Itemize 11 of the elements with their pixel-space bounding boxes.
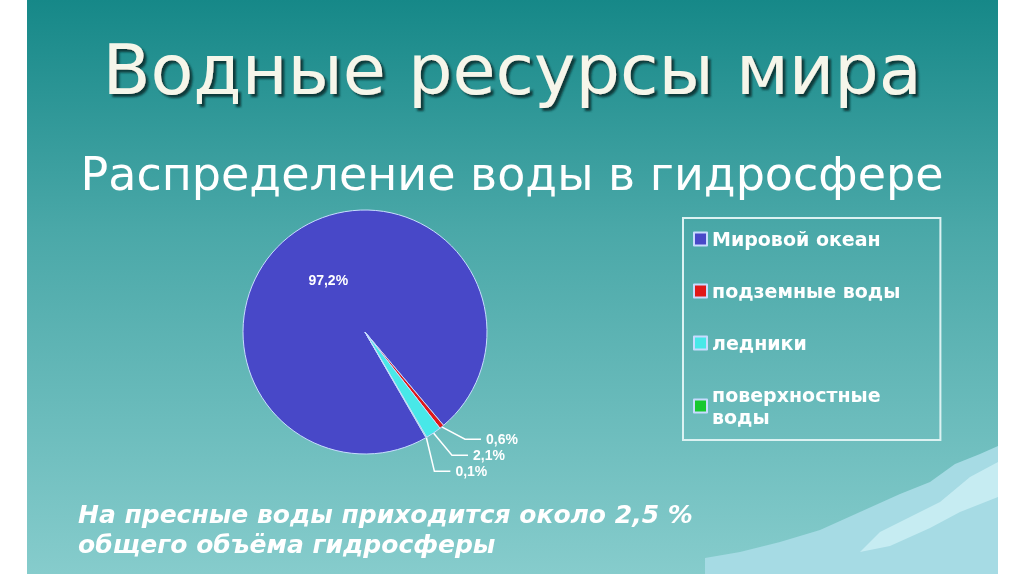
text: На пресные воды приходится около 2,5 % общего объёма гидросферы: [78, 500, 694, 560]
legend-label: Мировой океан: [712, 228, 881, 250]
chart-subtitle: Распределение воды в гидросфере: [80, 147, 944, 201]
data-label: 0,1%: [455, 463, 488, 480]
legend-label: поверхностные воды: [712, 384, 881, 428]
legend-label: подземные воды: [712, 280, 901, 302]
data-label: 97,2%: [308, 271, 349, 288]
data-label: 0,6%: [486, 431, 519, 448]
data-label: 2,1%: [472, 447, 506, 464]
chart-title: Водные ресурсы мира: [102, 29, 922, 111]
legend-label: ледники: [712, 332, 807, 354]
